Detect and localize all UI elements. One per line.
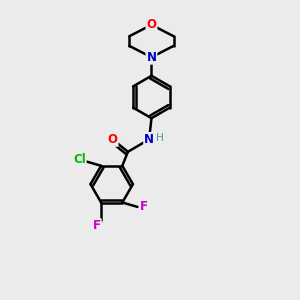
Text: F: F xyxy=(140,200,148,213)
Text: N: N xyxy=(144,133,154,146)
Text: F: F xyxy=(93,219,101,232)
Text: O: O xyxy=(146,18,157,32)
Text: O: O xyxy=(108,133,118,146)
Text: H: H xyxy=(156,133,164,143)
Text: Cl: Cl xyxy=(73,152,86,166)
Text: N: N xyxy=(146,51,157,64)
